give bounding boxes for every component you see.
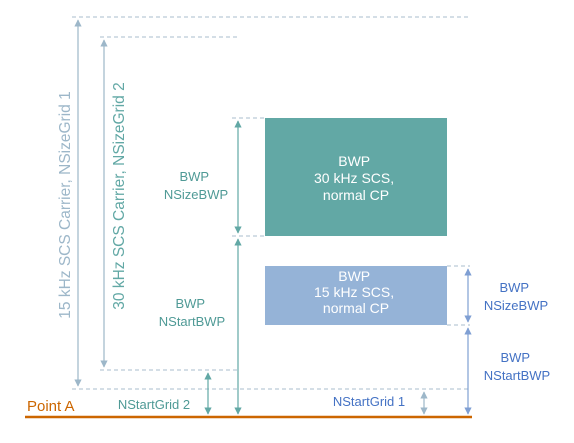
bwp-30-block-line-1: BWP xyxy=(338,153,370,169)
nstart-grid-1-label: NStartGrid 1 xyxy=(333,394,405,409)
point-a-label: Point A xyxy=(27,398,75,415)
bwp-30-size-line-2: NSizeBWP xyxy=(164,187,228,202)
bwp-15-size-line-1: BWP xyxy=(499,280,528,295)
bwp-15-block xyxy=(265,266,447,325)
carrier-15-label: 15 kHz SCS Carrier, NSizeGrid 1 xyxy=(57,91,74,318)
bwp-30-block xyxy=(265,118,447,236)
bwp-30-start-line-1: BWP xyxy=(175,296,204,311)
bwp-15-start-line-2: NStartBWP xyxy=(484,368,550,383)
nstart-grid-2-label: NStartGrid 2 xyxy=(118,397,190,412)
bwp-30-start-label: BWP NStartBWP xyxy=(159,296,225,329)
bwp-30-start-line-2: NStartBWP xyxy=(159,314,225,329)
bwp-15-block-line-1: BWP xyxy=(338,268,370,284)
bwp-15-block-line-2: 15 kHz SCS, xyxy=(314,284,394,300)
bwp-15-start-line-1: BWP xyxy=(500,350,529,365)
carrier-30-label: 30 kHz SCS Carrier, NSizeGrid 2 xyxy=(111,82,128,309)
bwp-30-block-line-3: normal CP xyxy=(323,187,389,203)
bwp-30-size-line-1: BWP xyxy=(179,169,208,184)
bwp-15-size-line-2: NSizeBWP xyxy=(484,298,548,313)
bwp-15-start-label: BWP NStartBWP xyxy=(484,350,550,383)
bwp-30-size-label: BWP NSizeBWP xyxy=(164,169,228,202)
bwp-30-block-text: BWP 30 kHz SCS, normal CP xyxy=(314,153,398,203)
bwp-15-size-label: BWP NSizeBWP xyxy=(484,280,548,313)
dashed-guides xyxy=(72,16,470,390)
bwp-15-block-text: BWP 15 kHz SCS, normal CP xyxy=(314,268,398,316)
bwp-15-block-line-3: normal CP xyxy=(323,300,389,316)
bwp-30-block-line-2: 30 kHz SCS, xyxy=(314,170,394,186)
